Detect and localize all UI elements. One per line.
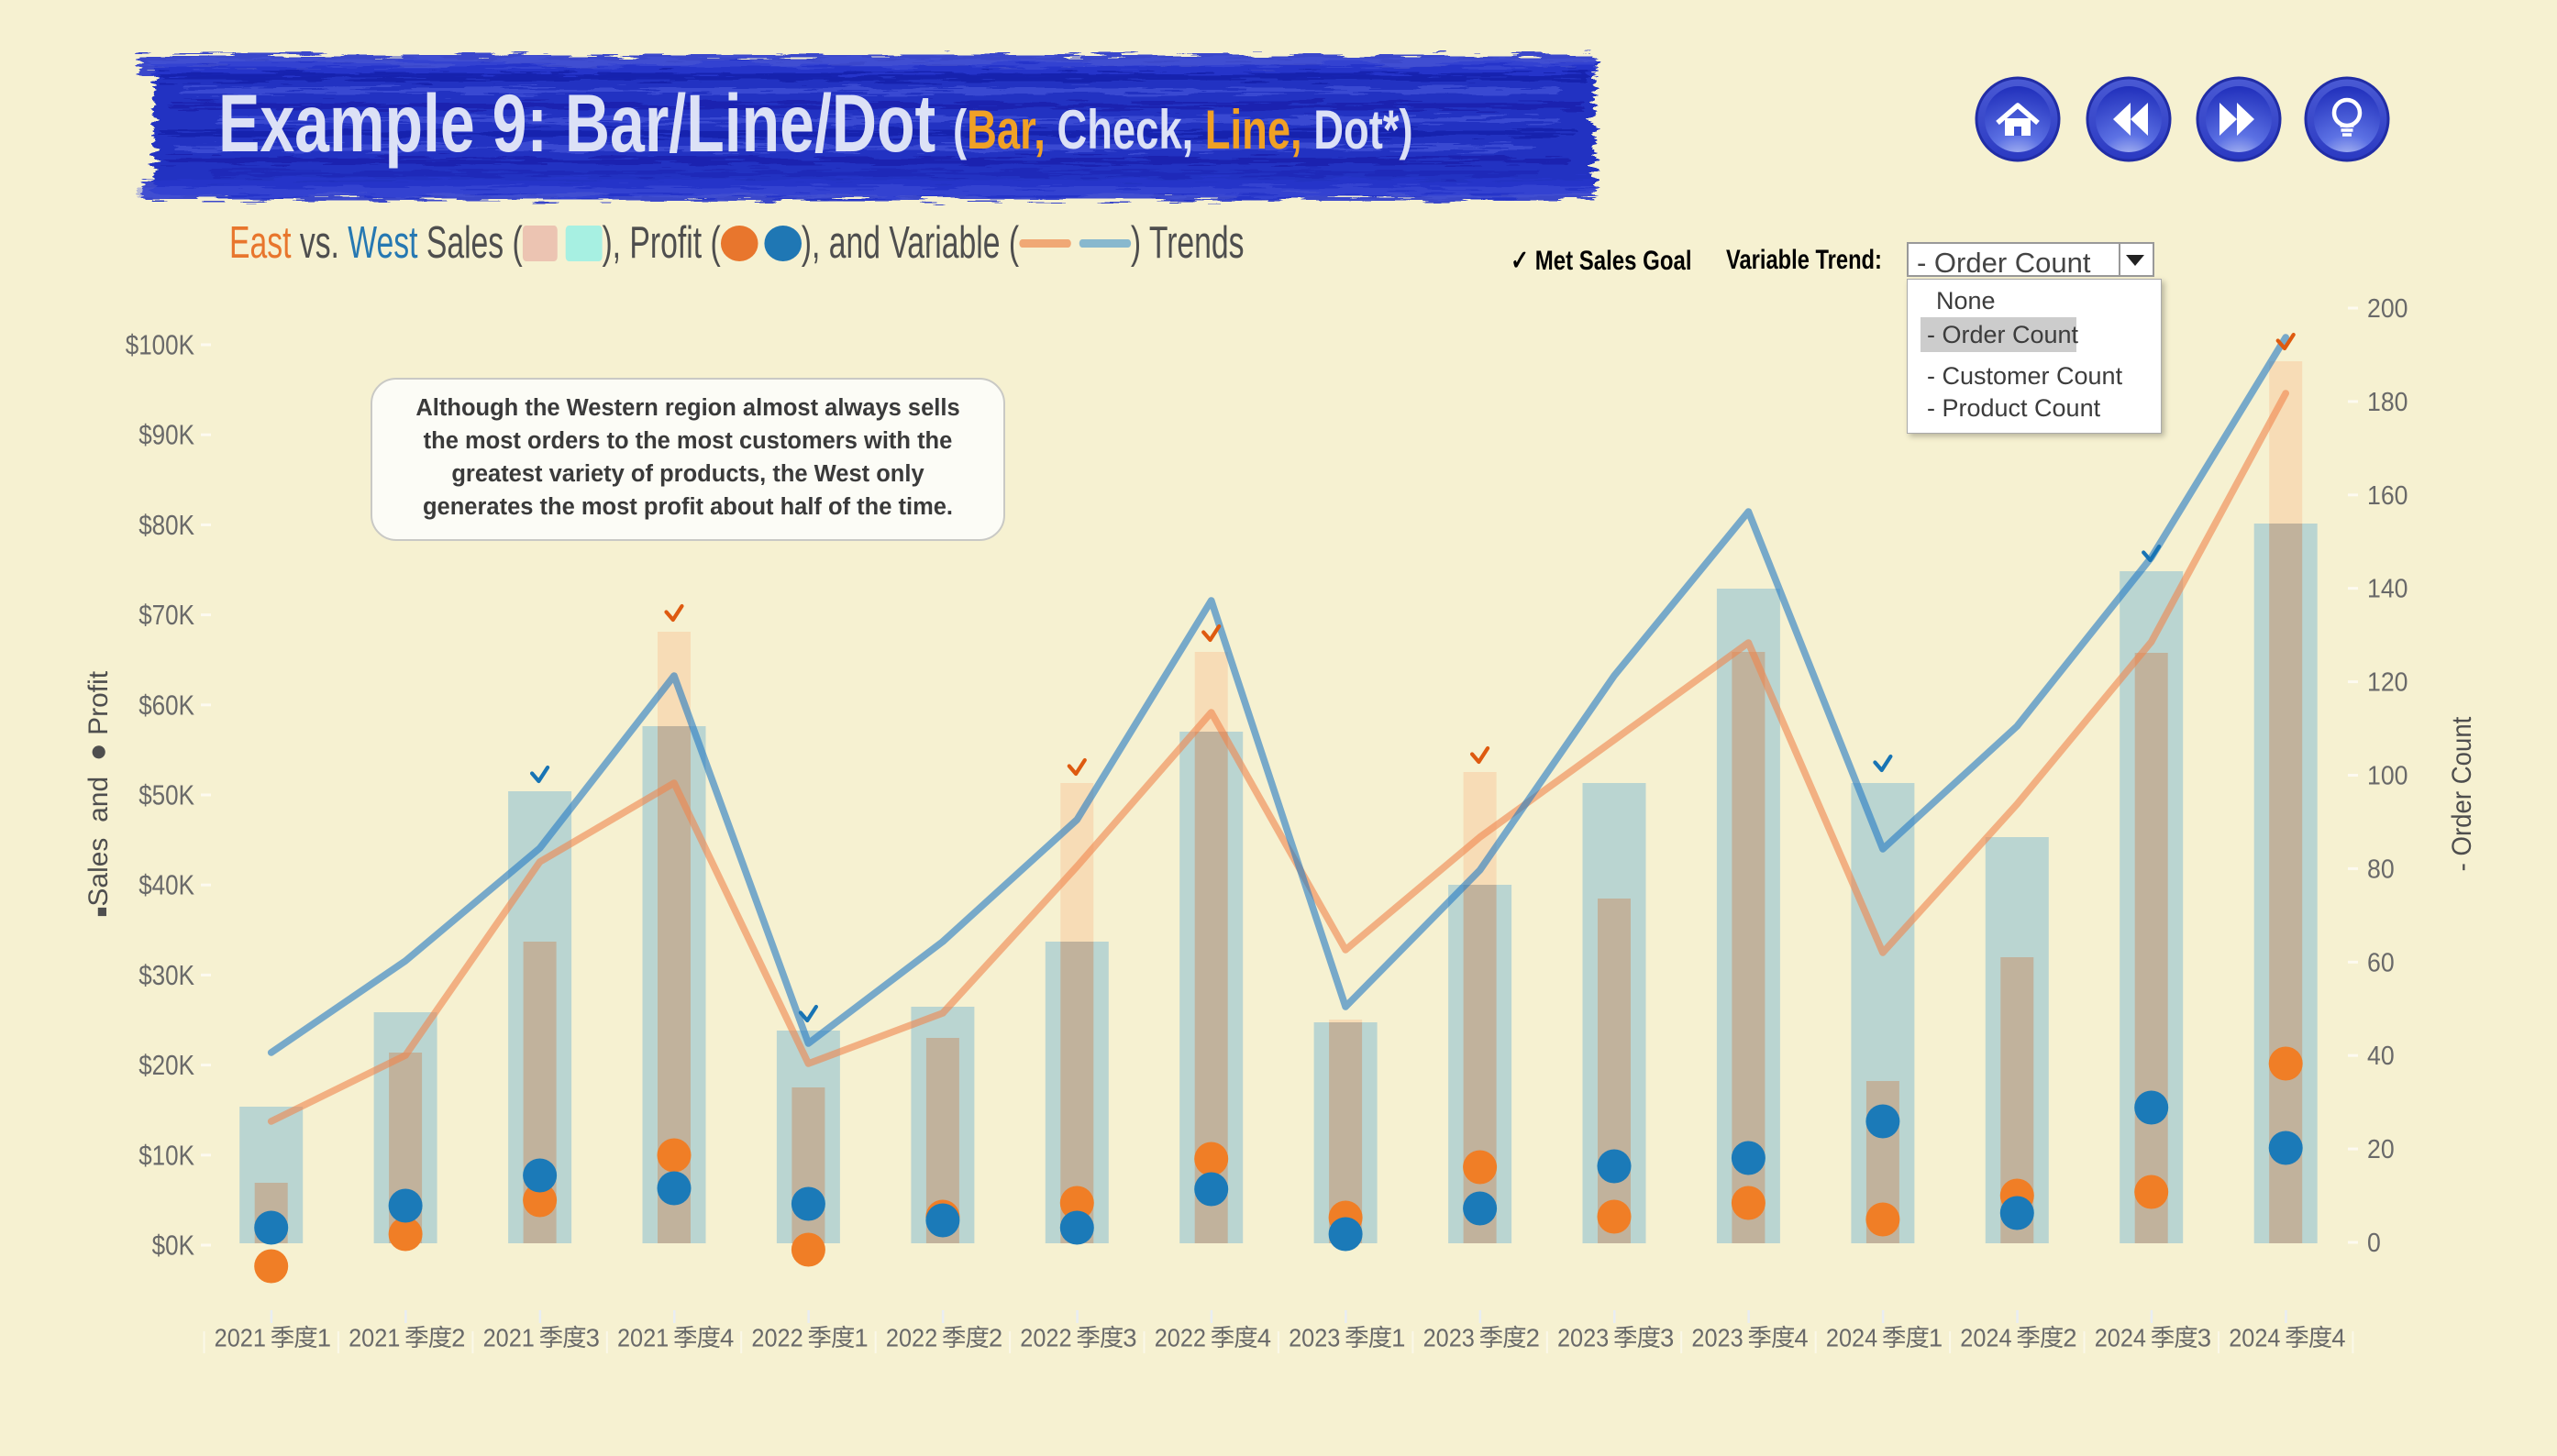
svg-text:160: 160: [2367, 480, 2408, 510]
svg-text:40: 40: [2367, 1041, 2395, 1070]
svg-text:20: 20: [2367, 1134, 2395, 1164]
svg-text:2024: 2024: [1826, 1324, 1877, 1352]
svg-text:3: 3: [2197, 1324, 2211, 1352]
svg-text:2022: 2022: [886, 1324, 937, 1352]
svg-text:2: 2: [451, 1324, 465, 1352]
svg-text:4: 4: [1794, 1324, 1808, 1352]
svg-text:2021: 2021: [483, 1324, 535, 1352]
svg-text:80: 80: [2367, 854, 2395, 883]
svg-text:$10K: $10K: [138, 1140, 194, 1172]
svg-text:4: 4: [1257, 1324, 1271, 1352]
svg-text:2024: 2024: [1960, 1324, 2011, 1352]
svg-text:100: 100: [2367, 760, 2408, 789]
svg-text:2: 2: [989, 1324, 1002, 1352]
svg-text:1: 1: [854, 1324, 868, 1352]
svg-text:$30K: $30K: [138, 960, 194, 992]
svg-text:2022: 2022: [751, 1324, 803, 1352]
svg-text:1: 1: [1391, 1324, 1405, 1352]
svg-text:$70K: $70K: [138, 600, 194, 632]
svg-text:4: 4: [720, 1324, 734, 1352]
svg-text:200: 200: [2367, 293, 2408, 323]
svg-text:1: 1: [1929, 1324, 1943, 1352]
svg-text:2023: 2023: [1289, 1324, 1340, 1352]
svg-text:2021: 2021: [617, 1324, 669, 1352]
svg-text:2023: 2023: [1557, 1324, 1609, 1352]
svg-text:- Order Count: - Order Count: [2447, 717, 2477, 872]
svg-text:120: 120: [2367, 667, 2408, 697]
svg-text:$40K: $40K: [138, 870, 194, 902]
svg-text:2021: 2021: [349, 1324, 400, 1352]
svg-text:■Sales and ● Profit: ■Sales and ● Profit: [80, 670, 114, 917]
svg-text:$100K: $100K: [126, 329, 194, 361]
svg-text:2023: 2023: [1691, 1324, 1743, 1352]
svg-text:180: 180: [2367, 387, 2408, 416]
svg-text:2024: 2024: [2095, 1324, 2146, 1352]
svg-text:3: 3: [586, 1324, 600, 1352]
svg-text:2021: 2021: [215, 1324, 266, 1352]
svg-text:$20K: $20K: [138, 1050, 194, 1082]
svg-text:$50K: $50K: [138, 779, 194, 811]
svg-text:2023: 2023: [1423, 1324, 1475, 1352]
svg-text:3: 3: [1660, 1324, 1674, 1352]
svg-text:$0K: $0K: [152, 1230, 194, 1262]
svg-text:$60K: $60K: [138, 689, 194, 722]
svg-text:60: 60: [2367, 947, 2395, 976]
svg-text:$80K: $80K: [138, 510, 194, 542]
svg-text:2022: 2022: [1020, 1324, 1071, 1352]
svg-text:140: 140: [2367, 574, 2408, 603]
svg-text:2022: 2022: [1155, 1324, 1206, 1352]
svg-text:2024: 2024: [2229, 1324, 2280, 1352]
svg-text:2: 2: [1526, 1324, 1540, 1352]
svg-text:3: 3: [1123, 1324, 1136, 1352]
svg-text:4: 4: [2331, 1324, 2345, 1352]
svg-text:1: 1: [317, 1324, 331, 1352]
svg-text:$90K: $90K: [138, 420, 194, 452]
svg-text:2: 2: [2063, 1324, 2076, 1352]
svg-text:0: 0: [2367, 1228, 2381, 1257]
